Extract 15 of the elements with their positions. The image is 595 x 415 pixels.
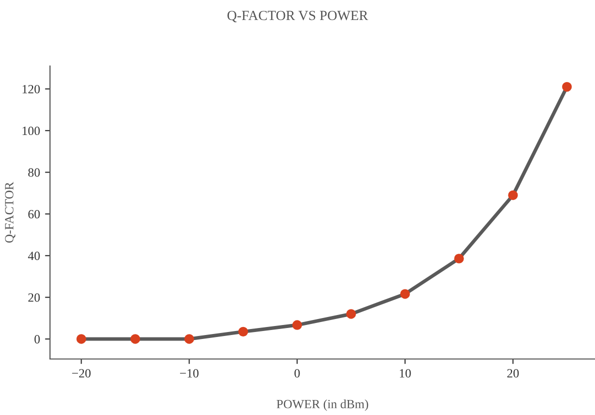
x-tick-label: 0 <box>294 369 300 378</box>
x-tick-label: −20 <box>72 369 91 378</box>
y-tick-label: 100 <box>22 126 40 136</box>
y-tick-label: 0 <box>34 335 40 344</box>
chart-title: Q-FACTOR VS POWER <box>227 10 368 22</box>
x-tick-label: 10 <box>400 369 411 378</box>
y-tick-label: 80 <box>28 168 40 177</box>
y-tick-label: 40 <box>28 252 40 260</box>
y-tick-label: 120 <box>22 84 40 94</box>
x-axis-title: POWER (in dBm) <box>276 400 368 411</box>
x-tick-label: −10 <box>180 369 199 378</box>
y-tick-label: 60 <box>28 210 40 218</box>
y-tick-label: 20 <box>28 293 40 302</box>
x-tick-label: 20 <box>507 369 519 378</box>
y-axis-title: Q-FACTOR <box>5 182 16 243</box>
